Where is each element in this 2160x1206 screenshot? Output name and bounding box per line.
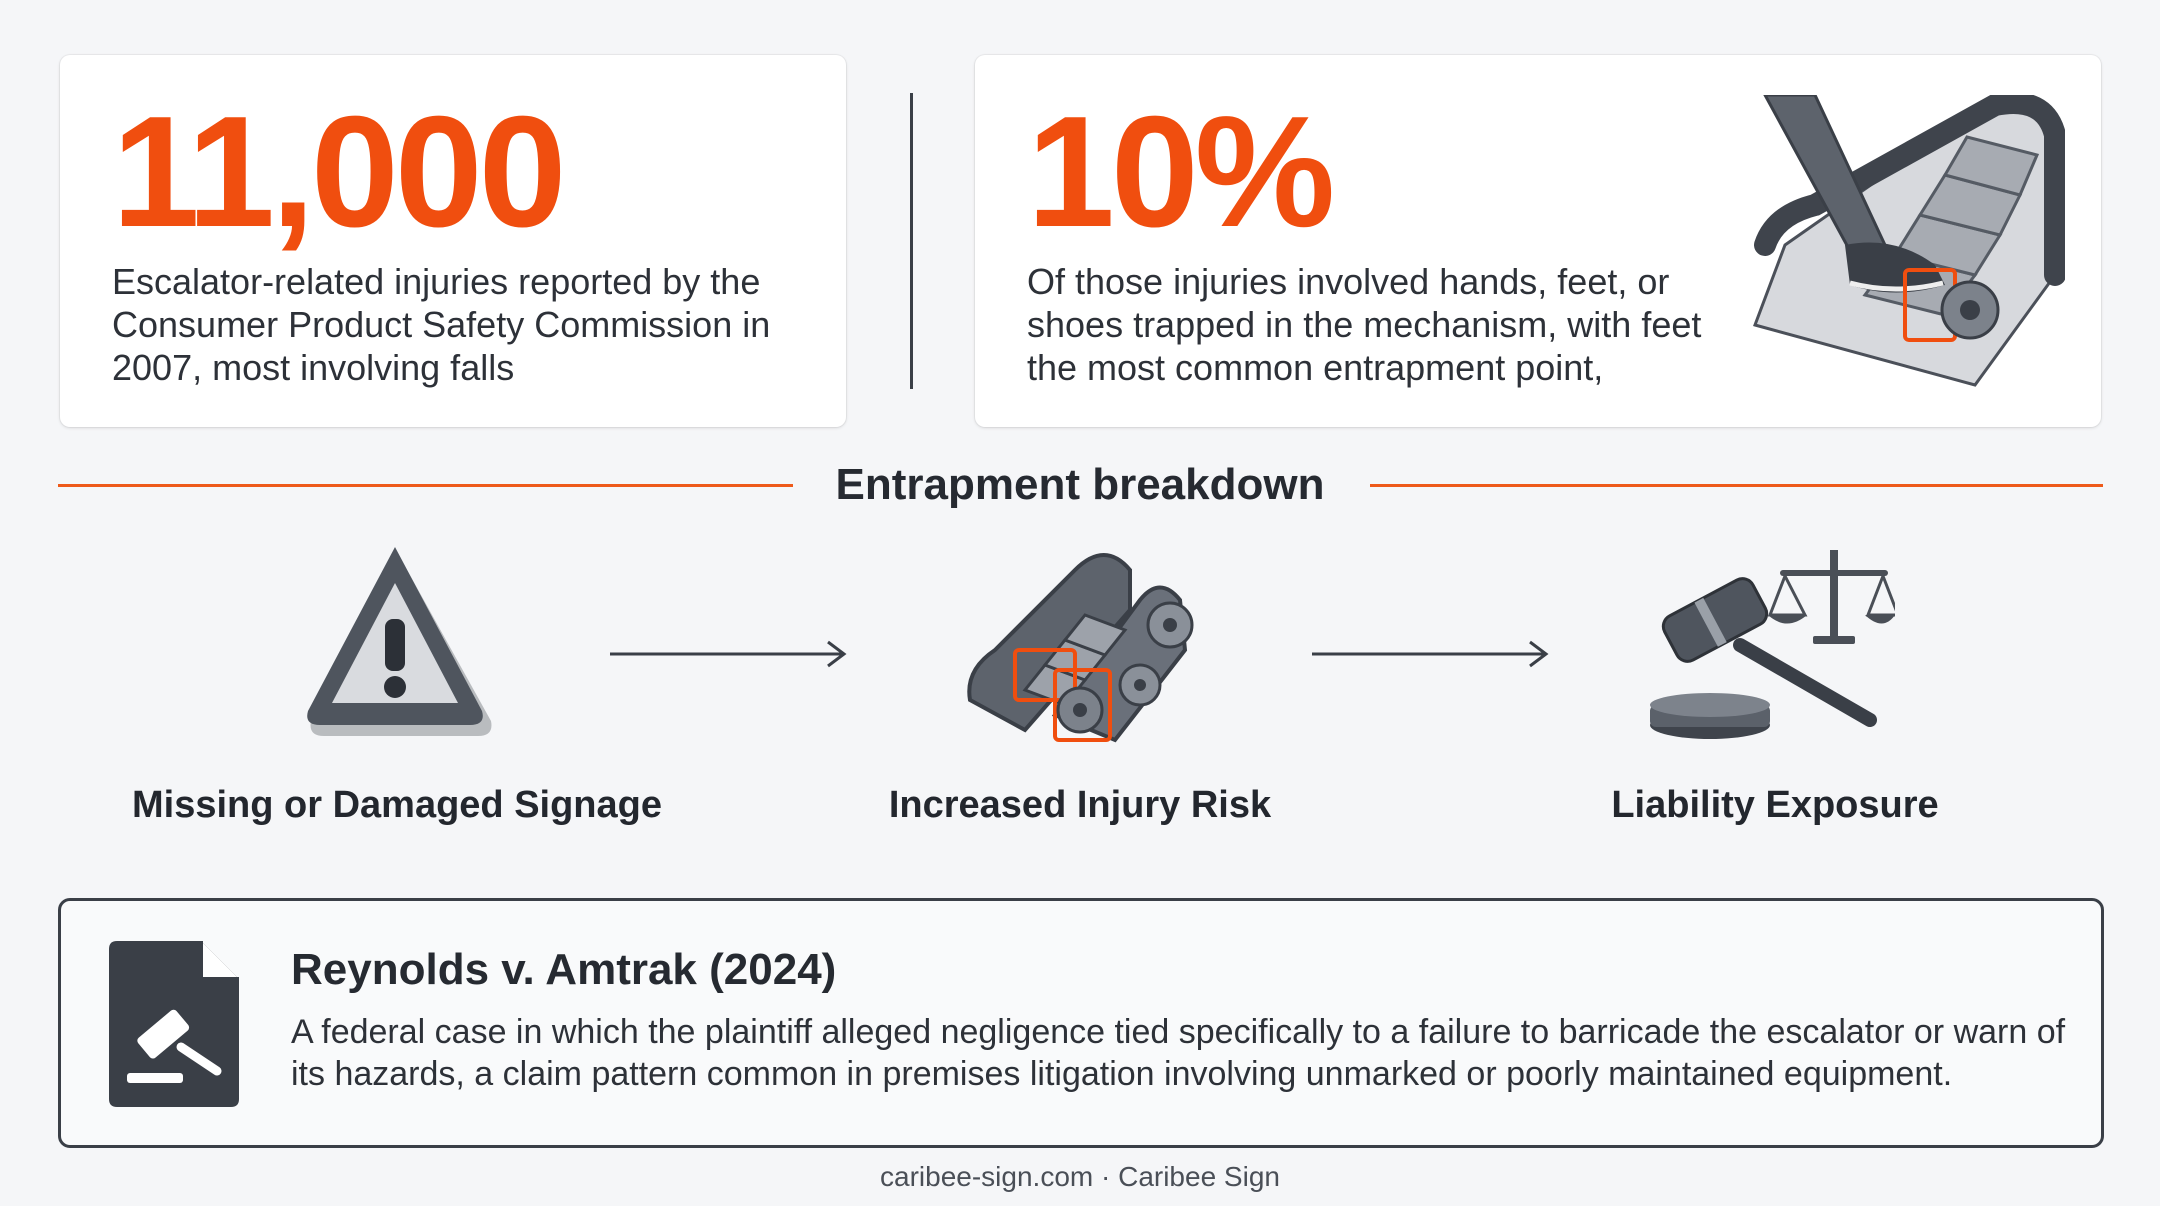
foot-trapped-escalator-icon	[1753, 95, 2065, 387]
warning-triangle-icon	[307, 547, 492, 736]
footer-credit: caribee-sign.com · Caribee Sign	[880, 1161, 1280, 1192]
stat-value: 10%	[1027, 84, 1335, 260]
section-rule-right	[1370, 484, 2103, 487]
stat-value: 11,000	[112, 84, 567, 260]
stat-description: Escalator-related injuries reported by t…	[112, 261, 771, 388]
step-label-signage: Missing or Damaged Signage	[132, 784, 662, 826]
escalator-gears-icon	[967, 553, 1194, 743]
stat-card-entrapment: 10% Of those injuries involved hands, fe…	[975, 55, 2101, 427]
legal-document-icon	[109, 941, 239, 1107]
section-title: Entrapment breakdown	[835, 460, 1325, 509]
gavel-scales-icon	[1650, 550, 1895, 739]
stat-card-injuries: 11,000 Escalator-related injuries report…	[60, 55, 846, 427]
arrow-right-icon	[610, 640, 847, 668]
section-rule-left	[58, 484, 793, 487]
step-label-injury-risk: Increased Injury Risk	[888, 784, 1272, 826]
case-callout: Reynolds v. Amtrak (2024) A federal case…	[58, 898, 2104, 1148]
stat-description: Of those injuries involved hands, feet, …	[1027, 261, 1702, 388]
arrow-right-icon	[1312, 640, 1549, 668]
vertical-divider	[910, 93, 913, 389]
case-title: Reynolds v. Amtrak (2024)	[291, 945, 837, 994]
case-description: A federal case in which the plaintiff al…	[291, 1013, 2066, 1093]
step-label-liability: Liability Exposure	[1611, 784, 1939, 826]
